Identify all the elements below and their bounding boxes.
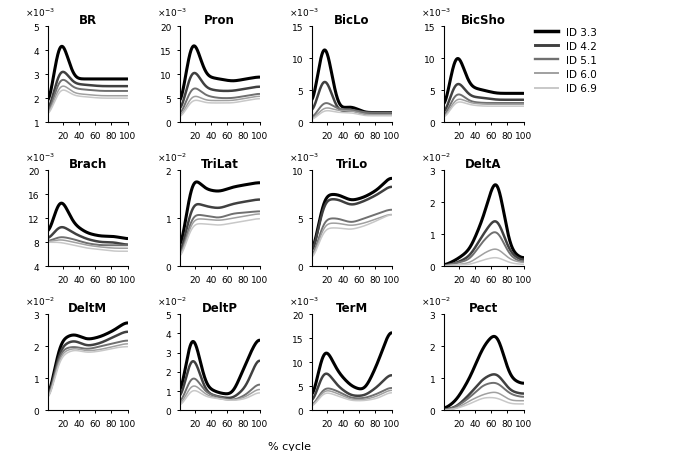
Legend: ID 3.3, ID 4.2, ID 5.1, ID 6.0, ID 6.9: ID 3.3, ID 4.2, ID 5.1, ID 6.0, ID 6.9 [535, 28, 597, 94]
Title: DeltM: DeltM [68, 302, 107, 315]
Text: $\times10^{-3}$: $\times10^{-3}$ [289, 151, 319, 163]
Text: $\times10^{-2}$: $\times10^{-2}$ [421, 151, 451, 163]
Title: TriLo: TriLo [335, 158, 368, 171]
Title: BR: BR [78, 14, 97, 27]
Text: % cycle: % cycle [267, 441, 311, 451]
Title: Pron: Pron [204, 14, 235, 27]
Text: $\times10^{-3}$: $\times10^{-3}$ [25, 7, 55, 19]
Title: Brach: Brach [69, 158, 107, 171]
Text: $\times10^{-2}$: $\times10^{-2}$ [25, 295, 55, 307]
Title: TerM: TerM [335, 302, 368, 315]
Title: Pect: Pect [469, 302, 498, 315]
Text: $\times10^{-2}$: $\times10^{-2}$ [421, 295, 451, 307]
Text: $\times10^{-3}$: $\times10^{-3}$ [289, 7, 319, 19]
Text: $\times10^{-3}$: $\times10^{-3}$ [157, 7, 187, 19]
Text: $\times10^{-3}$: $\times10^{-3}$ [421, 7, 451, 19]
Text: $\times10^{-2}$: $\times10^{-2}$ [157, 295, 187, 307]
Title: BicSho: BicSho [461, 14, 506, 27]
Title: DeltA: DeltA [465, 158, 502, 171]
Text: $\times10^{-3}$: $\times10^{-3}$ [289, 295, 319, 307]
Title: BicLo: BicLo [334, 14, 369, 27]
Title: TriLat: TriLat [201, 158, 239, 171]
Text: $\times10^{-3}$: $\times10^{-3}$ [25, 151, 55, 163]
Text: $\times10^{-2}$: $\times10^{-2}$ [157, 151, 187, 163]
Title: DeltP: DeltP [201, 302, 237, 315]
